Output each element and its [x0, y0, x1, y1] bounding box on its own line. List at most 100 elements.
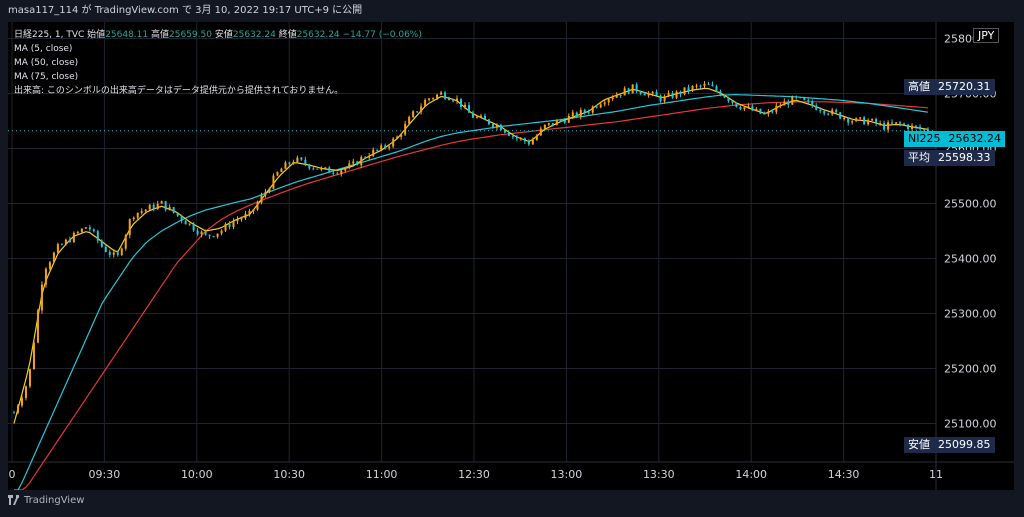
y-tick-label: 25100.00: [944, 418, 997, 431]
currency-badge[interactable]: JPY: [973, 28, 1000, 43]
candle-body: [651, 91, 654, 94]
candle-body: [68, 239, 71, 243]
high-price-tag: 高値 25720.31: [904, 79, 995, 95]
candle-body: [312, 168, 315, 170]
candle-body: [408, 117, 411, 124]
candle-body: [483, 115, 486, 120]
candle-body: [260, 195, 263, 203]
x-tick-label: 10:30: [273, 468, 305, 481]
legend-ma75[interactable]: MA (75, close): [14, 72, 79, 82]
candle-body: [751, 106, 754, 111]
candle-body: [296, 157, 299, 163]
candle-body: [531, 140, 534, 145]
candle-body: [248, 210, 251, 214]
legend-ma50[interactable]: MA (50, close): [14, 58, 79, 68]
x-tick-label: 13:30: [643, 468, 675, 481]
legend-ohlc-row: 日経225, 1, TVC 始値25648.11 高値25659.50 安値25…: [14, 28, 422, 42]
legend-change: −14.77 (−0.06%): [342, 30, 422, 40]
candle-body: [755, 108, 758, 111]
x-tick-label: 10:00: [181, 468, 213, 481]
candle-body: [527, 141, 530, 145]
candle-body: [352, 161, 355, 164]
candle-body: [623, 88, 626, 96]
candle-body: [819, 109, 822, 112]
candle-body: [855, 118, 858, 122]
candle-body: [551, 122, 554, 126]
candle-body: [388, 146, 391, 148]
candle-body: [807, 100, 810, 102]
candle-body: [240, 218, 243, 220]
candle-body: [647, 93, 650, 96]
candle-body: [436, 94, 439, 99]
candle-body: [276, 172, 279, 176]
candle-body: [264, 191, 267, 196]
candle-body: [200, 231, 203, 235]
legend-high-label: 高値: [151, 30, 170, 40]
y-tick-label: 25500.00: [944, 198, 997, 211]
candle-body: [412, 111, 415, 118]
candle-body: [895, 122, 898, 124]
chart-frame[interactable]: 25800.0025700.0025600.0025500.0025400.00…: [8, 22, 1014, 490]
tradingview-logo-icon: [8, 495, 19, 505]
candle-body: [575, 112, 578, 117]
candle-body: [723, 95, 726, 98]
legend-close: 25632.24: [296, 30, 340, 40]
candle-body: [671, 93, 674, 98]
candle-body: [539, 128, 542, 136]
candle-body: [599, 104, 602, 108]
candle-body: [252, 209, 255, 211]
candle-body: [567, 115, 570, 123]
candle-body: [124, 235, 127, 249]
candle-body: [268, 188, 271, 192]
candle-body: [579, 109, 582, 117]
candle-body: [607, 99, 610, 103]
x-tick-label: 0: [9, 468, 16, 481]
candle-body: [703, 83, 706, 86]
candle-body: [376, 149, 379, 151]
candle-body: [400, 134, 403, 137]
candle-body: [432, 98, 435, 100]
candle-body: [471, 112, 474, 118]
candle-body: [619, 94, 622, 96]
candle-body: [368, 156, 371, 158]
candle-body: [775, 105, 778, 112]
candle-body: [76, 232, 79, 234]
candle-body: [224, 224, 227, 231]
candle-body: [460, 98, 463, 107]
candle-body: [28, 369, 31, 387]
avg-tag-value: 25598.33: [934, 150, 995, 166]
candle-body: [515, 136, 518, 139]
low-tag-value: 25099.85: [934, 437, 995, 453]
candle-body: [60, 244, 63, 246]
candle-body: [132, 217, 135, 220]
candle-body: [468, 104, 471, 113]
candle-body: [404, 123, 407, 135]
candle-body: [715, 86, 718, 91]
high-tag-value: 25720.31: [934, 79, 995, 95]
candle-body: [759, 108, 762, 114]
candle-body: [440, 92, 443, 95]
candle-body: [915, 125, 918, 127]
candle-body: [48, 262, 51, 269]
legend-volume-note: 出来高: このシンボルの出来高データはデータ提供元から提供されておりません。: [14, 86, 344, 96]
ma75-line: [14, 101, 929, 490]
candle-body: [727, 97, 730, 102]
candle-body: [747, 106, 750, 108]
candle-body: [707, 83, 710, 85]
candle-body: [280, 168, 283, 173]
legend-ma5[interactable]: MA (5, close): [14, 44, 73, 54]
candle-body: [156, 203, 159, 210]
candle-body: [675, 91, 678, 98]
candle-body: [595, 106, 598, 108]
footer-brand[interactable]: TradingView: [24, 495, 85, 506]
candle-body: [20, 397, 23, 406]
legend-open: 25648.11: [105, 30, 149, 40]
candle-body: [348, 163, 351, 168]
grid-lines: [8, 22, 1014, 490]
legend-symbol: 日経225, 1, TVC: [14, 30, 85, 40]
candle-body: [779, 105, 782, 107]
candle-body: [340, 170, 343, 175]
candle-body: [164, 201, 167, 210]
candle-body: [787, 101, 790, 105]
candle-body: [128, 219, 131, 236]
